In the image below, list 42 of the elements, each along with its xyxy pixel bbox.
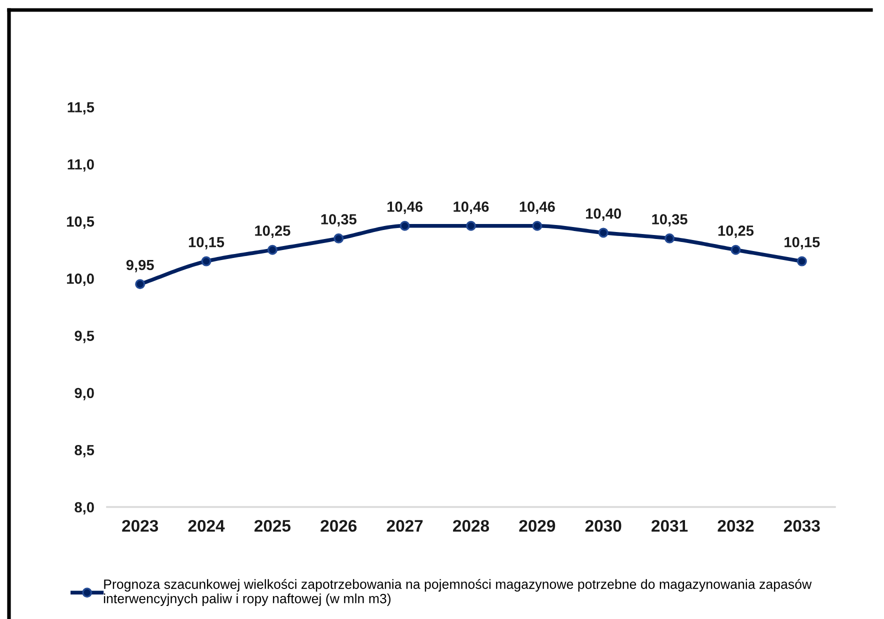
y-tick-label: 10,0: [67, 274, 94, 286]
y-tick-label: 9,5: [74, 330, 94, 344]
y-tick-label: 8,5: [74, 444, 94, 458]
point: [796, 256, 807, 266]
data-label: 10,35: [652, 214, 688, 227]
point: [532, 220, 542, 231]
y-tick-label: 8,0: [74, 502, 94, 515]
point: [400, 220, 410, 231]
data-label: 10,46: [520, 202, 555, 214]
point: [334, 233, 344, 244]
legend-label: Prognoza szacunkowej wielkości zapotrzebowania na pojemności magazynowe potrzebne do magazynowania zapasów interwencyjnych paliw i ropy naftowej (w mln m3): [104, 579, 812, 606]
point: [598, 228, 608, 238]
y-tick-label: 11,0: [68, 159, 94, 172]
x-tick-label: 2029: [519, 520, 556, 532]
point: [135, 279, 146, 290]
x-tick-label: 2026: [320, 520, 357, 532]
y-tick-label: 10,5: [67, 216, 94, 229]
x-tick-label: 2032: [718, 520, 754, 532]
data-label: 10,15: [188, 236, 224, 250]
data-label: 10,46: [454, 202, 489, 214]
data-label: 9,95: [126, 260, 154, 272]
data-label: 10,35: [321, 214, 356, 227]
x-tick-label: 2023: [122, 520, 158, 532]
point: [267, 244, 278, 255]
point: [730, 244, 741, 255]
data-label: 10,46: [387, 202, 423, 214]
data-label: 10,40: [586, 208, 622, 221]
point: [664, 233, 675, 244]
data-label: 10,25: [255, 226, 290, 238]
x-tick-label: 2025: [254, 520, 291, 532]
data-label: 10,25: [718, 226, 754, 238]
y-tick-label: 11,5: [68, 102, 94, 115]
x-tick-label: 2028: [453, 520, 490, 532]
x-tick-label: 2027: [386, 520, 423, 532]
data-label: 10,15: [784, 236, 820, 250]
x-tick-label: 2033: [784, 520, 820, 532]
y-tick-label: 9,0: [74, 388, 94, 400]
point: [466, 220, 476, 231]
x-tick-label: 2030: [585, 520, 622, 532]
x-tick-label: 2031: [652, 520, 688, 532]
x-tick-label: 2024: [188, 520, 225, 532]
point: [201, 256, 212, 266]
